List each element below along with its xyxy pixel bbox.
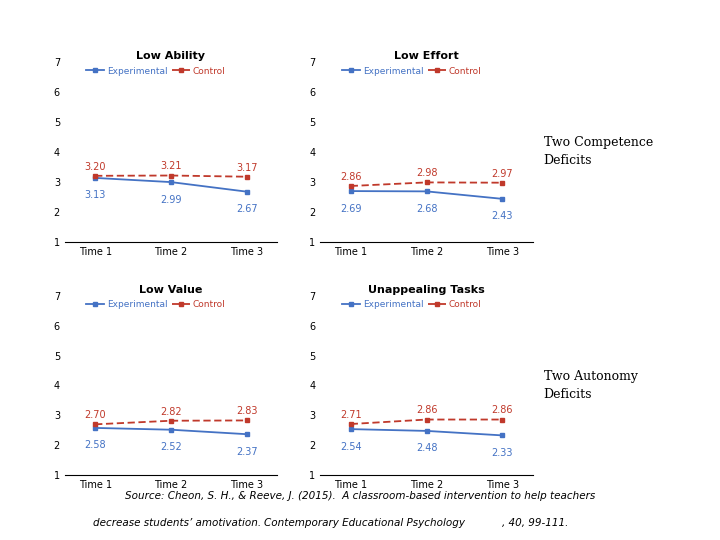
Text: Contemporary Educational Psychology: Contemporary Educational Psychology [264,518,465,528]
Text: Source: Cheon, S. H., & Reeve, J. (2015).  A classroom-based intervention to hel: Source: Cheon, S. H., & Reeve, J. (2015)… [125,491,595,501]
Text: 2.86: 2.86 [492,406,513,415]
Legend: Experimental, Control: Experimental, Control [86,66,226,76]
Legend: Experimental, Control: Experimental, Control [342,66,482,76]
Text: 2.67: 2.67 [236,204,258,214]
Text: Two Competence
Deficits: Two Competence Deficits [544,137,653,167]
Text: decrease students’ amotivation.: decrease students’ amotivation. [93,518,264,528]
Title: Unappealing Tasks: Unappealing Tasks [368,285,485,295]
Text: 3.20: 3.20 [84,161,106,172]
Text: Two Autonomy
Deficits: Two Autonomy Deficits [544,370,638,401]
Text: 2.99: 2.99 [161,194,181,205]
Text: 3.13: 3.13 [84,191,106,200]
Text: 2.52: 2.52 [160,442,182,452]
Text: 2.33: 2.33 [492,448,513,458]
Text: 2.69: 2.69 [340,204,361,214]
Text: 2.58: 2.58 [84,441,106,450]
Title: Low Ability: Low Ability [137,51,205,62]
Text: 2.97: 2.97 [492,168,513,179]
Text: 2.68: 2.68 [416,204,437,214]
Title: Low Effort: Low Effort [395,51,459,62]
Text: 2.48: 2.48 [416,443,437,454]
Title: Low Value: Low Value [139,285,203,295]
Text: 2.86: 2.86 [416,406,437,415]
Text: 2.83: 2.83 [236,406,258,416]
Text: , 40, 99-111.: , 40, 99-111. [503,518,569,528]
Text: 3.21: 3.21 [161,161,181,171]
Text: 2.82: 2.82 [160,407,182,416]
Legend: Experimental, Control: Experimental, Control [86,300,226,309]
Text: 2.71: 2.71 [340,410,361,420]
Legend: Experimental, Control: Experimental, Control [342,300,482,309]
Text: 2.43: 2.43 [492,211,513,221]
Text: 2.54: 2.54 [340,442,361,451]
Text: Getting Amotivation Out of the Classroom: Getting Amotivation Out of the Classroom [141,22,579,43]
Text: 2.70: 2.70 [84,410,106,420]
Text: 2.37: 2.37 [236,447,258,457]
Text: 3.17: 3.17 [236,163,258,173]
Text: 2.86: 2.86 [340,172,361,182]
Text: 2.98: 2.98 [416,168,437,178]
